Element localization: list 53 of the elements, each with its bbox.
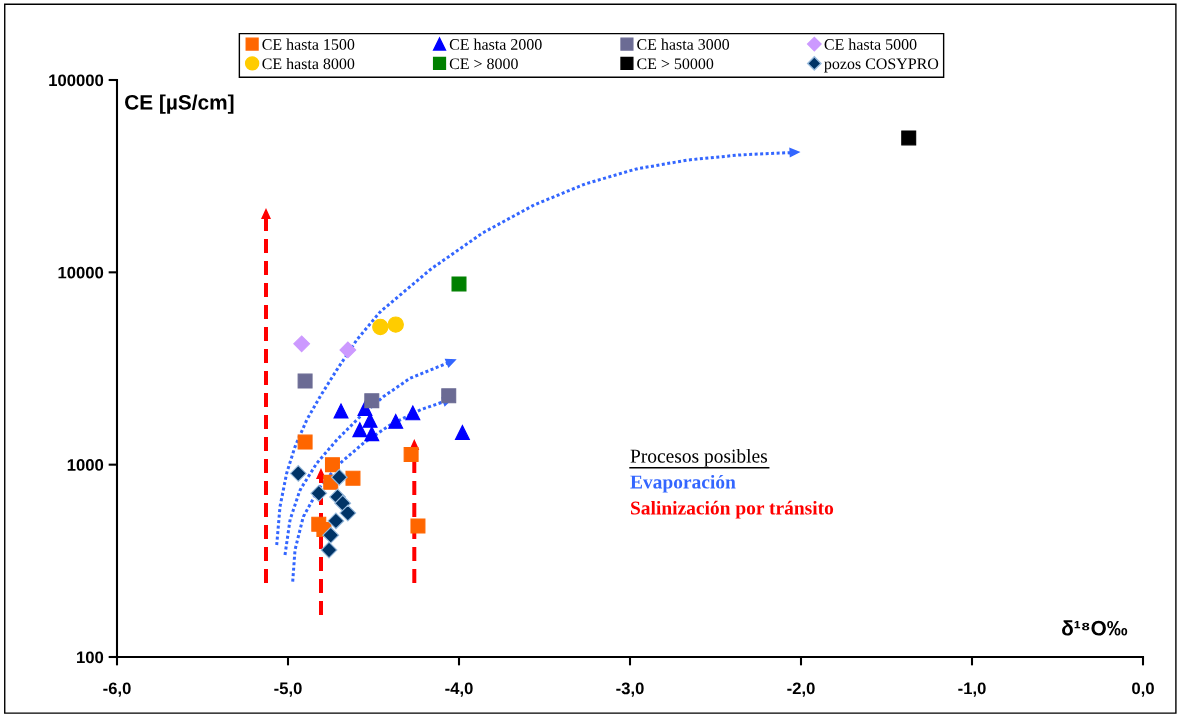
point bbox=[310, 484, 328, 502]
point bbox=[339, 341, 357, 359]
legend-label: pozos COSYPRO bbox=[824, 58, 939, 73]
point bbox=[289, 465, 307, 482]
legend-label: CE > 8000 bbox=[449, 58, 518, 70]
legend-label: CE > 50000 bbox=[637, 58, 714, 70]
point bbox=[388, 413, 404, 429]
legend-label: CE hasta 2000 bbox=[449, 38, 542, 50]
point bbox=[372, 318, 389, 336]
point bbox=[403, 446, 419, 462]
y-tick-label: 100000 bbox=[49, 74, 104, 87]
point bbox=[451, 276, 467, 292]
point bbox=[454, 424, 470, 440]
legend-label: CE hasta 5000 bbox=[824, 38, 917, 50]
annotation: Procesos posibles bbox=[630, 448, 768, 467]
point bbox=[345, 470, 361, 486]
point bbox=[293, 335, 311, 353]
x-tick-label: 0,0 bbox=[1132, 682, 1154, 697]
y-axis-title: CE [µS/cm] bbox=[125, 94, 234, 114]
x-tick-label: -6,0 bbox=[103, 682, 131, 697]
legend-label: CE hasta 8000 bbox=[262, 57, 355, 70]
x-tick-label: -5,0 bbox=[274, 682, 302, 697]
point bbox=[405, 405, 421, 421]
point bbox=[352, 422, 368, 438]
x-tick-label: -2,0 bbox=[787, 682, 815, 697]
point bbox=[324, 457, 340, 473]
point bbox=[327, 512, 345, 530]
y-tick-label: 1000 bbox=[67, 459, 104, 471]
x-axis-title: δ¹⁸O‰ bbox=[1062, 620, 1128, 636]
annotation: Evaporación bbox=[630, 474, 736, 493]
point bbox=[901, 130, 917, 146]
point bbox=[320, 541, 338, 559]
y-tick-label: 10000 bbox=[58, 266, 104, 279]
point bbox=[322, 526, 340, 544]
legend-label: CE hasta 3000 bbox=[637, 38, 730, 50]
x-tick-label: -3,0 bbox=[616, 682, 644, 697]
point bbox=[387, 316, 404, 333]
point bbox=[364, 426, 380, 442]
point bbox=[362, 412, 378, 428]
point bbox=[364, 393, 380, 409]
y-tick-label: 100 bbox=[77, 651, 104, 664]
x-tick-label: -1,0 bbox=[958, 682, 986, 697]
point bbox=[339, 504, 357, 522]
point bbox=[330, 468, 348, 486]
point bbox=[297, 373, 313, 389]
annotation: Salinización por tránsito bbox=[631, 500, 834, 519]
point bbox=[333, 403, 349, 419]
point bbox=[441, 388, 457, 404]
x-tick-label: -4,0 bbox=[445, 682, 473, 697]
point bbox=[334, 494, 352, 512]
point bbox=[410, 518, 426, 534]
point bbox=[297, 434, 313, 450]
legend-label: CE hasta 1500 bbox=[262, 38, 355, 50]
